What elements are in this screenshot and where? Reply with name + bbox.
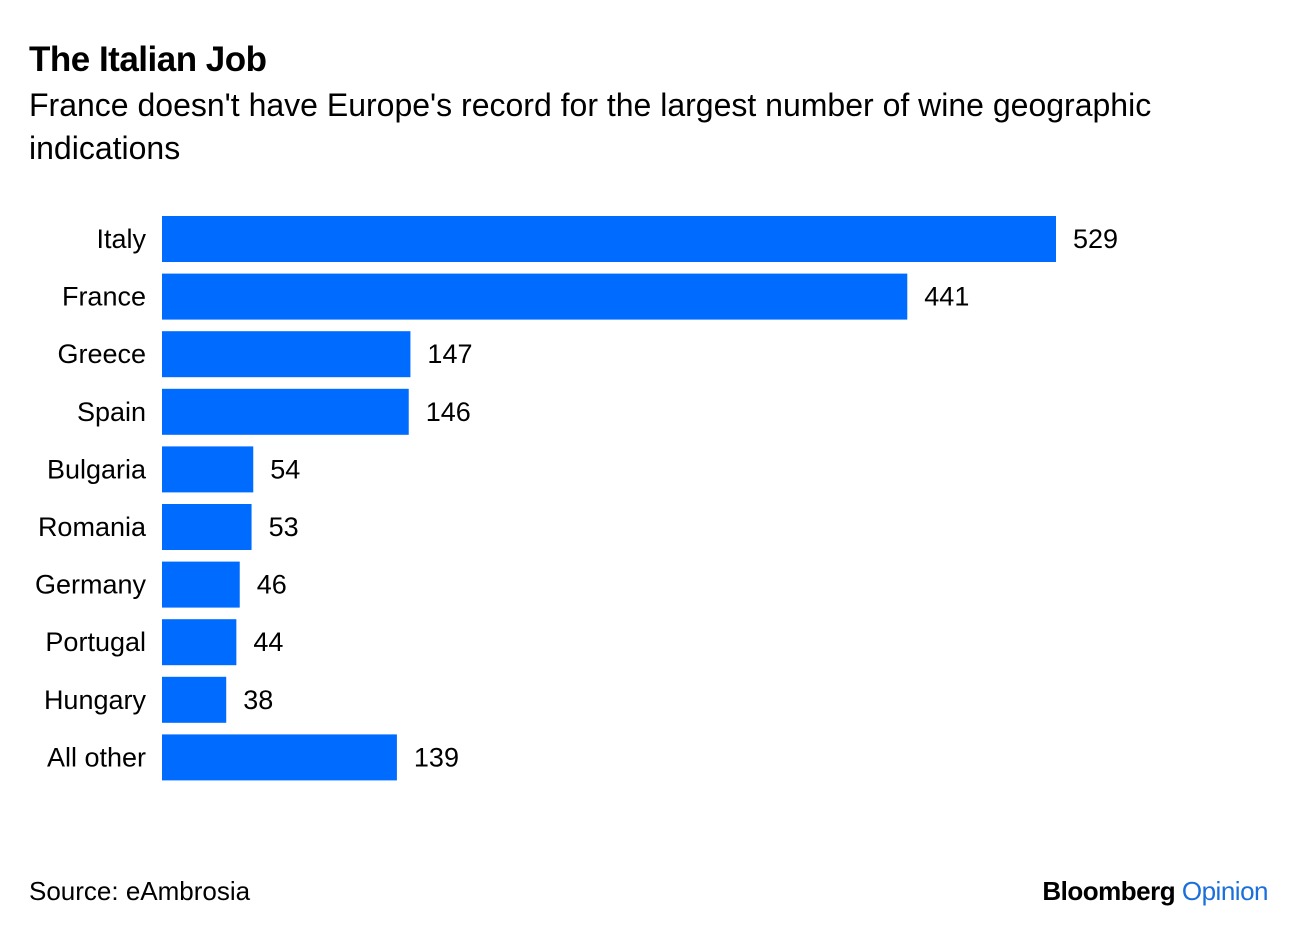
brand-section: Opinion (1181, 876, 1269, 906)
chart-subtitle: France doesn't have Europe's record for … (29, 87, 1152, 166)
category-label-portugal: Portugal (45, 627, 146, 657)
value-label-italy: 529 (1073, 224, 1118, 254)
value-label-greece: 147 (427, 339, 472, 369)
bar-germany (162, 561, 240, 608)
category-label-greece: Greece (57, 339, 146, 369)
value-label-spain: 146 (426, 397, 471, 427)
value-label-romania: 53 (269, 512, 299, 542)
category-label-spain: Spain (77, 397, 146, 427)
bar-hungary (162, 676, 227, 723)
brand-logo: Bloomberg Opinion (1042, 876, 1268, 907)
category-label-hungary: Hungary (44, 685, 147, 715)
value-label-portugal: 44 (253, 627, 283, 657)
source-note: Source: eAmbrosia (29, 876, 251, 906)
bar-greece (162, 331, 411, 378)
bar-all-other (162, 734, 397, 781)
bar-italy (162, 216, 1056, 262)
chart-title: The Italian Job (29, 40, 267, 79)
bar-france (162, 273, 908, 320)
value-label-bulgaria: 54 (270, 454, 300, 484)
value-label-france: 441 (924, 282, 969, 312)
value-label-germany: 46 (257, 570, 287, 600)
category-label-romania: Romania (38, 512, 147, 542)
category-label-bulgaria: Bulgaria (47, 454, 147, 484)
value-label-all-other: 139 (414, 742, 459, 772)
bar-portugal (162, 619, 237, 666)
value-label-hungary: 38 (243, 685, 273, 715)
category-label-italy: Italy (96, 224, 146, 254)
category-label-all-other: All other (47, 742, 146, 772)
category-label-france: France (62, 282, 146, 312)
bar-romania (162, 504, 252, 550)
bar-spain (162, 388, 409, 435)
bar-bulgaria (162, 446, 254, 493)
brand-name: Bloomberg (1042, 876, 1176, 906)
category-label-germany: Germany (35, 570, 147, 600)
